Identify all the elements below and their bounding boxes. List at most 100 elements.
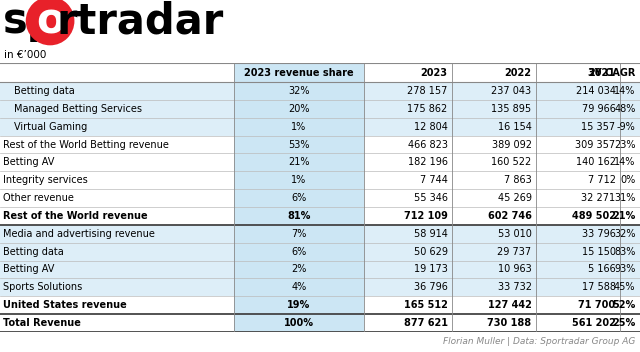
Text: 12 804: 12 804 bbox=[413, 122, 447, 132]
Text: 32 271: 32 271 bbox=[581, 193, 616, 203]
Text: Rest of the World revenue: Rest of the World revenue bbox=[3, 211, 148, 221]
Text: 6%: 6% bbox=[291, 193, 307, 203]
Text: Managed Betting Services: Managed Betting Services bbox=[14, 104, 142, 114]
Text: Virtual Gaming: Virtual Gaming bbox=[14, 122, 87, 132]
Text: 14%: 14% bbox=[614, 86, 636, 96]
Text: 31%: 31% bbox=[614, 193, 636, 203]
Text: 50 629: 50 629 bbox=[413, 247, 447, 257]
Text: 15 357: 15 357 bbox=[581, 122, 616, 132]
Text: 2%: 2% bbox=[291, 264, 307, 275]
Bar bbox=[0, 314, 640, 332]
Text: 6%: 6% bbox=[291, 247, 307, 257]
Text: 32%: 32% bbox=[614, 229, 636, 239]
Text: 2021: 2021 bbox=[589, 68, 616, 77]
Bar bbox=[0, 82, 640, 100]
Bar bbox=[234, 260, 364, 278]
Bar bbox=[234, 153, 364, 171]
Text: 14%: 14% bbox=[614, 157, 636, 167]
Text: Total Revenue: Total Revenue bbox=[3, 318, 81, 328]
Bar bbox=[0, 243, 640, 260]
Bar bbox=[452, 63, 536, 82]
Bar bbox=[0, 207, 640, 225]
Bar bbox=[234, 118, 364, 136]
Text: 55 346: 55 346 bbox=[413, 193, 447, 203]
Text: 278 157: 278 157 bbox=[407, 86, 447, 96]
Text: 175 862: 175 862 bbox=[407, 104, 447, 114]
Bar bbox=[234, 82, 364, 100]
Text: 19 173: 19 173 bbox=[413, 264, 447, 275]
Bar bbox=[0, 118, 640, 136]
Text: Media and advertising revenue: Media and advertising revenue bbox=[3, 229, 155, 239]
Text: 81%: 81% bbox=[287, 211, 310, 221]
Text: 7 744: 7 744 bbox=[420, 175, 447, 185]
Text: 83%: 83% bbox=[614, 247, 636, 257]
Text: 32%: 32% bbox=[288, 86, 310, 96]
Text: 2023 revenue share: 2023 revenue share bbox=[244, 68, 354, 77]
Text: 29 737: 29 737 bbox=[497, 247, 531, 257]
Bar bbox=[0, 136, 640, 153]
Text: 19%: 19% bbox=[287, 300, 310, 310]
Text: 10 963: 10 963 bbox=[498, 264, 531, 275]
Text: 2023: 2023 bbox=[420, 68, 447, 77]
Text: 52%: 52% bbox=[612, 300, 636, 310]
Text: 79 966: 79 966 bbox=[582, 104, 616, 114]
Text: Integrity services: Integrity services bbox=[3, 175, 88, 185]
Text: 309 357: 309 357 bbox=[575, 139, 616, 150]
Text: United States revenue: United States revenue bbox=[3, 300, 127, 310]
Text: 15 150: 15 150 bbox=[582, 247, 616, 257]
Text: Betting data: Betting data bbox=[14, 86, 75, 96]
Bar bbox=[234, 243, 364, 260]
Text: 135 895: 135 895 bbox=[492, 104, 531, 114]
Text: 489 502: 489 502 bbox=[572, 211, 616, 221]
Text: 5 166: 5 166 bbox=[588, 264, 616, 275]
Bar bbox=[0, 171, 640, 189]
Text: Betting AV: Betting AV bbox=[3, 264, 54, 275]
Text: Betting AV: Betting AV bbox=[3, 157, 54, 167]
Bar bbox=[234, 136, 364, 153]
Text: 17 588: 17 588 bbox=[582, 282, 616, 293]
Bar bbox=[0, 63, 234, 82]
Text: 93%: 93% bbox=[614, 264, 636, 275]
Text: 71 700: 71 700 bbox=[579, 300, 616, 310]
Text: -9%: -9% bbox=[617, 122, 636, 132]
Text: 1%: 1% bbox=[291, 175, 307, 185]
Bar bbox=[0, 296, 640, 314]
Text: 4%: 4% bbox=[291, 282, 307, 293]
Text: 7 712: 7 712 bbox=[588, 175, 616, 185]
Bar bbox=[234, 278, 364, 296]
Text: 21%: 21% bbox=[288, 157, 310, 167]
Text: 2022: 2022 bbox=[504, 68, 531, 77]
Bar bbox=[234, 207, 364, 225]
Bar bbox=[234, 171, 364, 189]
Text: o: o bbox=[36, 0, 65, 42]
Bar bbox=[0, 260, 640, 278]
Text: 20%: 20% bbox=[288, 104, 310, 114]
Text: 237 043: 237 043 bbox=[492, 86, 531, 96]
Text: 21%: 21% bbox=[612, 211, 636, 221]
Bar bbox=[0, 225, 640, 243]
Text: 45%: 45% bbox=[614, 282, 636, 293]
Text: 1%: 1% bbox=[291, 122, 307, 132]
Bar bbox=[234, 225, 364, 243]
Text: 877 621: 877 621 bbox=[404, 318, 447, 328]
Text: 712 109: 712 109 bbox=[404, 211, 447, 221]
Text: 25%: 25% bbox=[612, 318, 636, 328]
Text: 48%: 48% bbox=[614, 104, 636, 114]
Text: Other revenue: Other revenue bbox=[3, 193, 74, 203]
Text: 214 034: 214 034 bbox=[575, 86, 616, 96]
Bar bbox=[234, 100, 364, 118]
Text: Betting data: Betting data bbox=[3, 247, 64, 257]
Text: 602 746: 602 746 bbox=[488, 211, 531, 221]
Text: 466 823: 466 823 bbox=[408, 139, 447, 150]
Text: 58 914: 58 914 bbox=[413, 229, 447, 239]
Bar bbox=[234, 296, 364, 314]
Bar bbox=[234, 63, 364, 82]
Text: rtradar: rtradar bbox=[56, 0, 223, 42]
Text: 160 522: 160 522 bbox=[492, 157, 531, 167]
Text: Florian Muller | Data: Sportradar Group AG: Florian Muller | Data: Sportradar Group … bbox=[442, 338, 635, 346]
Bar bbox=[0, 153, 640, 171]
Text: Rest of the World Betting revenue: Rest of the World Betting revenue bbox=[3, 139, 169, 150]
Bar bbox=[0, 189, 640, 207]
Text: 730 188: 730 188 bbox=[488, 318, 531, 328]
Text: 0%: 0% bbox=[620, 175, 636, 185]
